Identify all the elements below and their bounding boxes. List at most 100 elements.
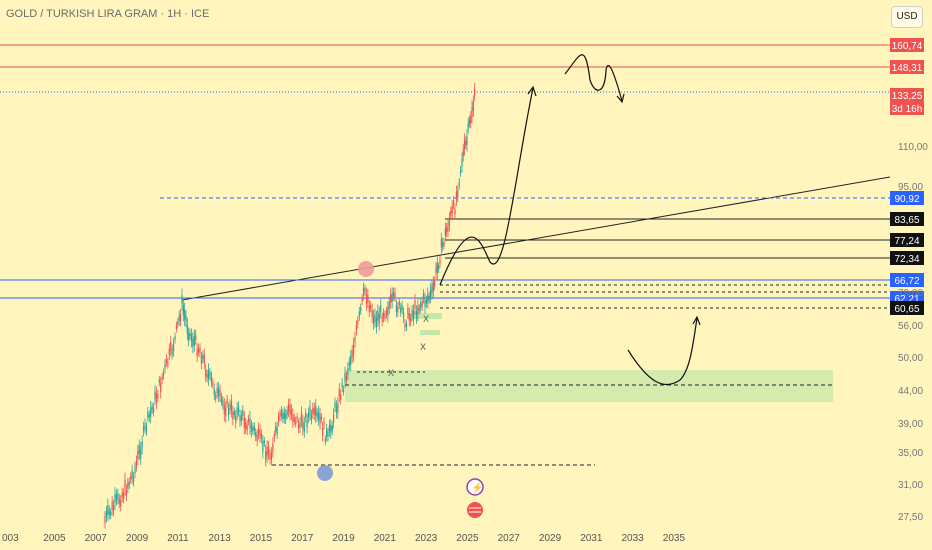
price-label: 72,34 <box>894 254 919 265</box>
candle-body <box>378 313 380 324</box>
x-axis-ticks: 003 2005 2007 2009 2011 2013 2015 2017 2019 2021 2… <box>2 533 685 544</box>
projection-path-main <box>439 87 534 286</box>
candle-body <box>299 421 301 429</box>
candle-body <box>405 323 408 327</box>
candle-body <box>350 356 352 366</box>
candle-body <box>465 140 467 146</box>
candle-body <box>232 411 234 420</box>
candle-body <box>371 309 373 318</box>
candle-body <box>240 415 243 421</box>
price-label: 148,31 <box>892 63 923 74</box>
candle-body <box>110 511 112 516</box>
x-tick-label: 2015 <box>250 533 273 544</box>
candle-body <box>421 301 423 307</box>
y-tick-label: 95,00 <box>898 182 923 193</box>
candle-body <box>460 169 462 174</box>
price-label-box <box>890 60 924 74</box>
candle-body <box>253 426 255 432</box>
candle-body <box>427 293 429 303</box>
projection-wave <box>564 54 623 102</box>
candle-body <box>117 493 119 500</box>
candle-body <box>355 325 358 331</box>
candle-body <box>364 288 366 292</box>
candle-body <box>252 426 254 431</box>
candle-body <box>470 116 472 123</box>
candle-body <box>115 494 118 501</box>
candle-body <box>302 420 304 430</box>
candle-body <box>394 292 396 298</box>
candle-body <box>418 307 420 311</box>
candle-body <box>217 387 220 396</box>
candle-body <box>408 313 410 321</box>
candle-body <box>272 443 274 452</box>
x-tick-label: 2013 <box>209 533 232 544</box>
candle-body <box>358 311 360 317</box>
candle-body <box>155 393 158 403</box>
candle-body <box>245 422 247 429</box>
candle-body <box>210 376 213 383</box>
candle-body <box>144 423 146 429</box>
candle-body <box>337 403 339 413</box>
candle-body <box>181 295 183 305</box>
candle-body <box>285 413 287 420</box>
candle-body <box>185 315 187 323</box>
candle-body <box>398 301 400 306</box>
candle-body <box>439 259 441 264</box>
candle-body <box>167 361 169 365</box>
candle-body <box>466 135 468 145</box>
candle-body <box>279 412 281 418</box>
candle-body <box>283 411 285 419</box>
y-tick-label: 31,00 <box>898 480 923 491</box>
candle-body <box>414 300 416 309</box>
price-label: 77,24 <box>894 236 919 247</box>
candle-body <box>428 295 430 301</box>
candle-body <box>256 434 258 442</box>
candle-body <box>397 306 399 313</box>
candle-body <box>415 310 418 319</box>
candle-body <box>105 511 108 518</box>
candle-body <box>193 336 195 346</box>
candle-body <box>122 493 125 499</box>
candle-body <box>374 314 376 322</box>
candle-body <box>164 363 166 369</box>
candle-body <box>161 376 163 381</box>
candle-body <box>390 294 392 303</box>
candle-body <box>411 310 413 316</box>
candle-body <box>135 460 138 467</box>
candle-body <box>107 505 109 515</box>
x-tick-label: 2019 <box>332 533 355 544</box>
lightning-event-icon[interactable] <box>466 478 484 496</box>
candle-body <box>323 421 325 426</box>
candle-body <box>461 158 463 167</box>
candle-body <box>347 367 349 375</box>
candle-body <box>212 381 214 385</box>
y-tick-label: 27,50 <box>898 512 923 523</box>
candle-body <box>334 402 336 408</box>
candle-body <box>335 405 338 413</box>
currency-button[interactable]: USD <box>891 6 923 28</box>
candle-body <box>134 466 136 473</box>
candle-body <box>467 122 469 129</box>
candle-body <box>303 422 305 432</box>
candle-body <box>312 407 314 414</box>
candle-body <box>220 396 223 402</box>
price-label-box <box>890 212 924 226</box>
candle-body <box>442 242 444 248</box>
candle-body <box>142 426 145 432</box>
candle-body <box>387 307 389 317</box>
candle-body <box>250 425 253 433</box>
candle-body <box>338 388 340 397</box>
candle-body <box>395 305 398 312</box>
candle-body <box>172 343 175 352</box>
candle-body <box>277 416 280 422</box>
candle-body <box>352 344 355 355</box>
price-label-box <box>890 251 924 265</box>
us-flag-event-icon[interactable] <box>467 502 483 518</box>
candle-body <box>186 324 188 334</box>
x-tick-label: 2031 <box>580 533 603 544</box>
candle-body <box>300 412 303 422</box>
price-label: 60,65 <box>894 304 919 315</box>
candle-body <box>207 369 210 380</box>
candle-body <box>269 454 271 460</box>
